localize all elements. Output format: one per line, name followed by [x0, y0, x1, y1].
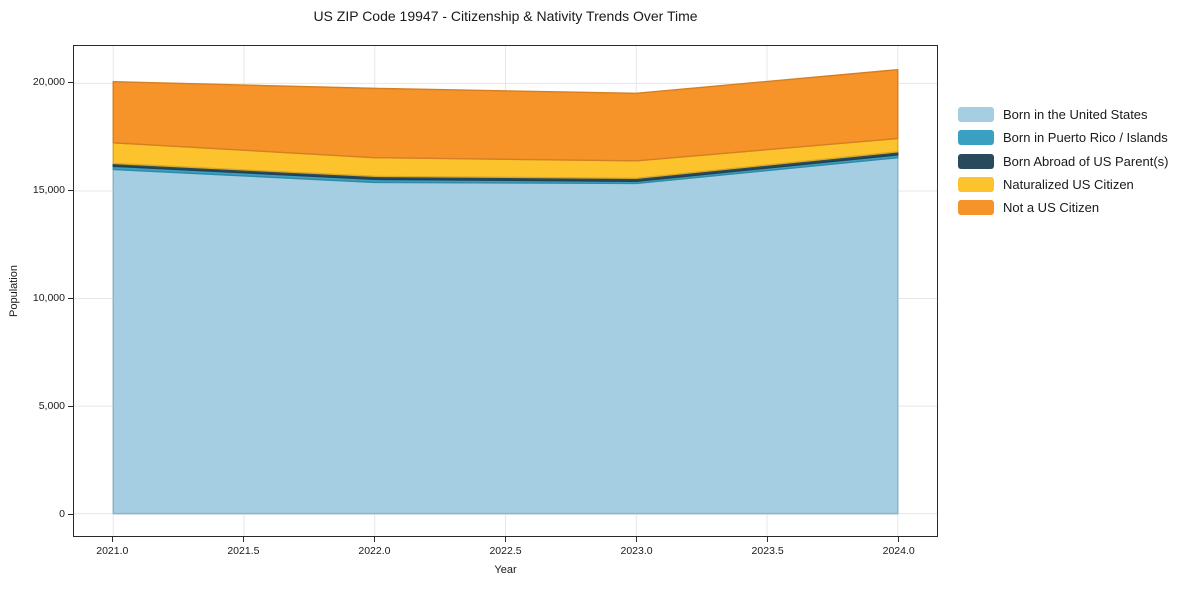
y-tick-mark [68, 298, 73, 300]
x-tick-mark [242, 537, 244, 542]
x-axis-label: Year [494, 564, 517, 576]
legend-item: Naturalized US Citizen [958, 176, 1168, 192]
y-tick-mark [68, 82, 73, 84]
x-tick-mark [636, 537, 638, 542]
x-tick-label: 2021.0 [96, 545, 129, 557]
x-tick-mark [111, 537, 113, 542]
x-tick-mark [767, 537, 769, 542]
legend-item: Born Abroad of US Parent(s) [958, 153, 1169, 169]
legend-label: Born in the United States [1003, 107, 1148, 122]
legend-label: Born Abroad of US Parent(s) [1003, 153, 1169, 169]
y-axis-label: Population [8, 265, 20, 317]
x-tick-label: 2024.0 [882, 545, 915, 557]
area-series-4 [112, 68, 899, 162]
x-tick-label: 2021.5 [227, 545, 260, 557]
y-tick-mark [68, 406, 73, 408]
chart-title: US ZIP Code 19947 - Citizenship & Nativi… [313, 8, 698, 24]
legend-item: Not a US Citizen [958, 200, 1168, 216]
x-tick-label: 2023.5 [751, 545, 784, 557]
x-tick-mark [505, 537, 506, 542]
legend-swatch [958, 107, 994, 122]
x-tick-mark [898, 537, 900, 542]
legend: Born in the United States Born in Puerto … [958, 107, 1168, 223]
y-tick-label: 10,000 [32, 292, 65, 305]
legend-swatch [958, 176, 994, 192]
y-tick-label: 20,000 [32, 76, 65, 89]
legend-item: Born in the United States [958, 107, 1168, 122]
y-tick-mark [68, 514, 73, 516]
area-series-0 [112, 156, 899, 515]
legend-swatch [958, 153, 994, 169]
legend-swatch [958, 200, 994, 216]
legend-label: Born in Puerto Rico / Islands [1003, 130, 1168, 146]
y-tick-mark [68, 190, 73, 192]
legend-item: Born in Puerto Rico / Islands [958, 130, 1168, 146]
y-tick-label: 15,000 [32, 184, 65, 197]
y-axis-label-wrap: Population [4, 45, 24, 537]
legend-label: Not a US Citizen [1003, 200, 1100, 216]
legend-swatch [958, 130, 994, 146]
x-tick-label: 2022.0 [358, 545, 391, 557]
x-tick-label: 2023.0 [620, 545, 653, 557]
y-tick-label: 5,000 [38, 400, 65, 413]
x-tick-label: 2022.5 [489, 545, 522, 557]
plot-area [73, 45, 938, 537]
x-tick-mark [373, 537, 375, 542]
legend-label: Naturalized US Citizen [1003, 176, 1134, 192]
stacked-area-chart [74, 46, 937, 536]
y-tick-label: 0 [59, 508, 65, 521]
